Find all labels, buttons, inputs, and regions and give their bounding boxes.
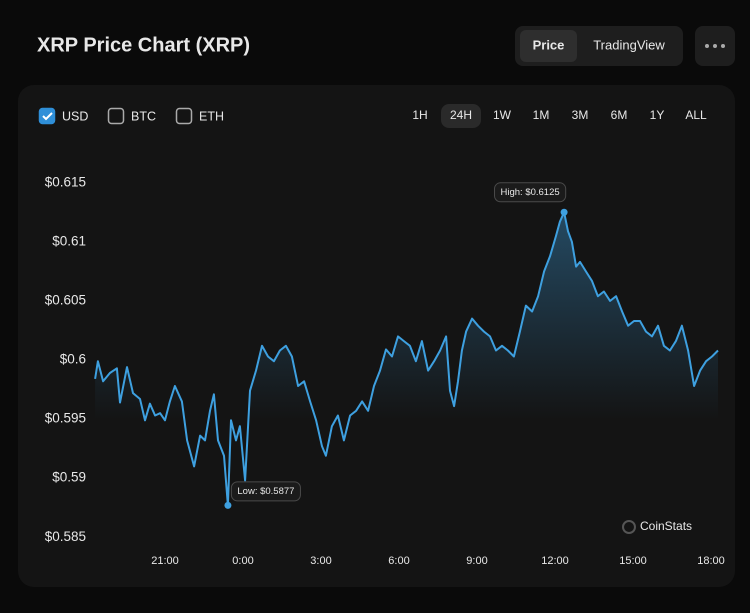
tab-active-bg: [520, 30, 577, 62]
y-tick-label: $0.605: [45, 292, 86, 307]
price-line: [94, 211, 719, 507]
range-button[interactable]: 1M: [533, 108, 550, 122]
annotation-label: High: $0.6125: [501, 187, 560, 198]
annotation-label: Low: $0.5877: [237, 486, 294, 497]
tab[interactable]: Price: [533, 37, 565, 52]
annotation-bg: [230, 481, 301, 502]
x-tick-label: 0:00: [232, 555, 253, 567]
y-tick-label: $0.6: [60, 352, 86, 367]
x-tick-label: 18:00: [697, 555, 725, 567]
range-button[interactable]: 1Y: [650, 108, 665, 122]
y-tick-label: $0.61: [52, 233, 86, 248]
y-tick-label: $0.585: [45, 529, 86, 544]
y-tick-label: $0.595: [45, 411, 86, 426]
tab[interactable]: TradingView: [593, 37, 665, 52]
page-title: XRP Price Chart (XRP): [37, 34, 250, 56]
x-tick-label: 21:00: [151, 555, 179, 567]
x-tick-label: 9:00: [466, 555, 487, 567]
range-button[interactable]: 1W: [493, 108, 512, 122]
more-dot: [705, 44, 709, 48]
annotation-point: [224, 501, 232, 509]
annotation-bg: [494, 182, 567, 203]
range-button[interactable]: ALL: [685, 108, 707, 122]
currency-label[interactable]: USD: [62, 109, 88, 123]
more-dot: [721, 44, 725, 48]
checkbox[interactable]: [38, 107, 56, 125]
x-tick-label: 3:00: [310, 555, 331, 567]
range-active-bg: [441, 104, 481, 128]
annotation-point: [560, 208, 568, 216]
checkbox[interactable]: [175, 107, 193, 125]
range-button[interactable]: 1H: [412, 108, 427, 122]
y-tick-label: $0.615: [45, 174, 86, 189]
range-button[interactable]: 24H: [450, 108, 472, 122]
x-tick-label: 15:00: [619, 555, 647, 567]
currency-label[interactable]: ETH: [199, 109, 224, 123]
range-button[interactable]: 3M: [572, 108, 589, 122]
x-tick-label: 12:00: [541, 555, 569, 567]
currency-label[interactable]: BTC: [131, 109, 156, 123]
checkbox[interactable]: [107, 107, 125, 125]
area-fill: [95, 212, 719, 556]
range-button[interactable]: 6M: [611, 108, 628, 122]
more-dot: [713, 44, 717, 48]
x-tick-label: 6:00: [388, 555, 409, 567]
checkmark: [42, 112, 53, 121]
y-tick-label: $0.59: [52, 470, 86, 485]
